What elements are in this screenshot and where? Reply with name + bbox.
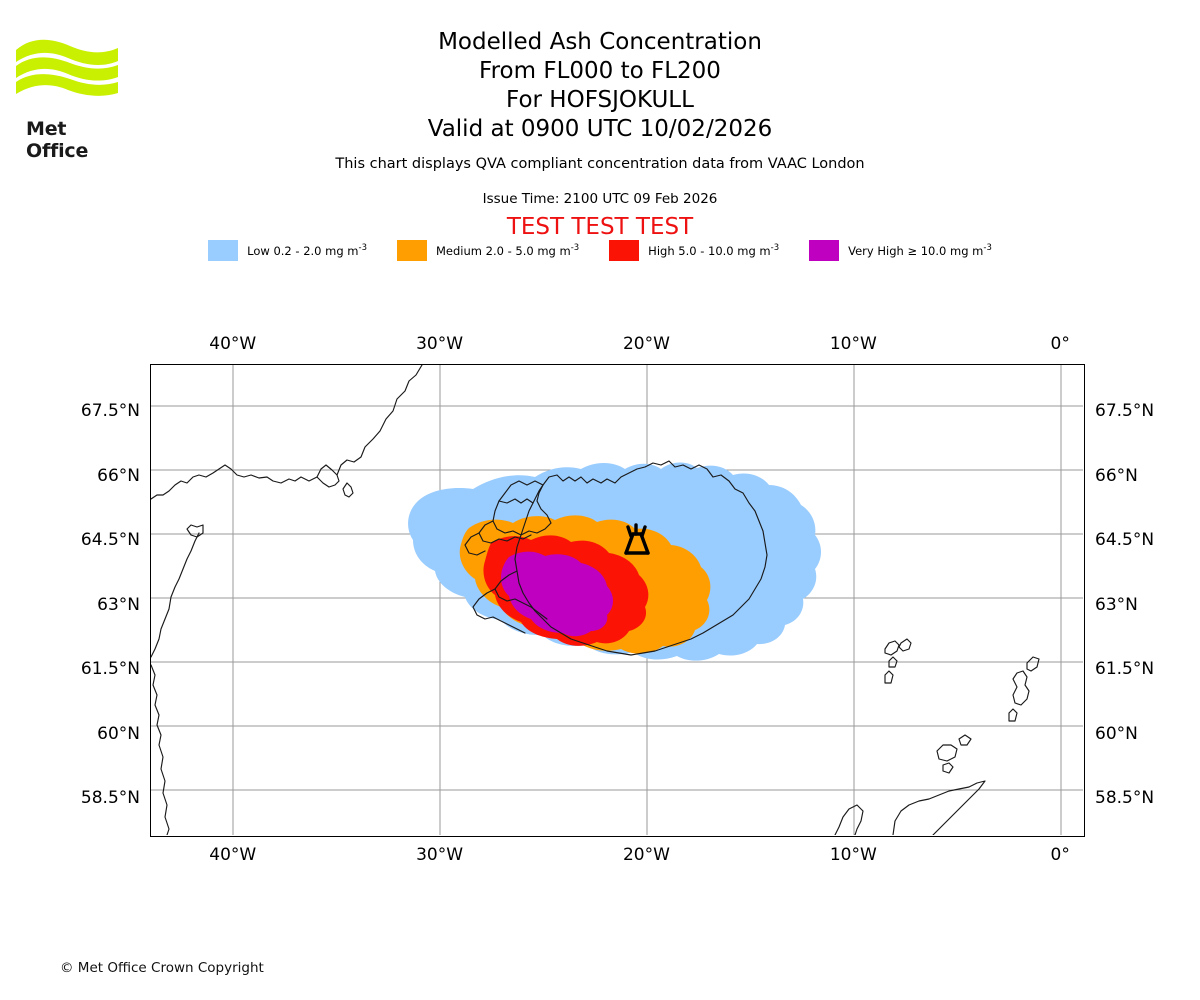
title-line-3: For HOFSJOKULL xyxy=(506,87,694,113)
legend-very-high-label: Very High ≥ 10.0 mg m-3 xyxy=(848,243,992,258)
concentration-legend: Low 0.2 - 2.0 mg m-3 Medium 2.0 - 5.0 mg … xyxy=(0,240,1200,261)
coastline-shetland-small xyxy=(1008,708,1018,722)
lat-tick-left-5: 60°N xyxy=(97,723,140,744)
coastline-greenland-lower xyxy=(151,532,200,658)
coastline-iceland-south-peninsula xyxy=(494,570,548,620)
coastline-faroe-1 xyxy=(884,640,900,656)
coastline-iceland-westfjords xyxy=(492,480,552,536)
coastline-greenland-fjord-2 xyxy=(186,524,204,538)
legend-very-high: Very High ≥ 10.0 mg m-3 xyxy=(809,240,992,261)
lat-tick-left-2: 64.5°N xyxy=(80,530,140,551)
legend-high-label: High 5.0 - 10.0 mg m-3 xyxy=(648,243,780,258)
lat-tick-right-4: 61.5°N xyxy=(1095,659,1155,680)
lat-tick-left-1: 66°N xyxy=(97,465,140,486)
lat-tick-right-3: 63°N xyxy=(1095,594,1138,615)
lat-tick-right-1: 66°N xyxy=(1095,465,1138,486)
lon-tick-top-1: 30°W xyxy=(416,334,464,354)
lat-tick-right-6: 58.5°N xyxy=(1095,788,1155,809)
legend-medium: Medium 2.0 - 5.0 mg m-3 xyxy=(396,240,580,261)
coastline-greenland-south xyxy=(151,664,170,835)
coastline-orkney xyxy=(936,744,958,762)
coastline-iceland-fjord-detail-1 xyxy=(498,498,534,504)
ash-contour-very-high xyxy=(501,551,613,637)
ash-plume-contours xyxy=(408,462,821,661)
legend-medium-label: Medium 2.0 - 5.0 mg m-3 xyxy=(435,243,580,258)
coastline-iceland-fjord-detail-2 xyxy=(478,520,532,544)
legend-low: Low 0.2 - 2.0 mg m-3 xyxy=(208,240,367,261)
title-line-4: Valid at 0900 UTC 10/02/2026 xyxy=(427,116,773,142)
title-line-1: Modelled Ash Concentration xyxy=(438,29,762,55)
test-banner: TEST TEST TEST xyxy=(506,214,694,240)
legend-very-high-swatch xyxy=(809,240,840,261)
coastline-faroe-3 xyxy=(888,656,898,668)
coastlines xyxy=(151,365,1040,835)
coastline-shetland-north xyxy=(1026,656,1040,672)
coastline-faroe-2 xyxy=(898,638,912,652)
coastline-orkney-small-2 xyxy=(942,762,954,774)
page-title: Modelled Ash Concentration From FL000 to… xyxy=(0,28,1200,144)
lon-tick-bottom-0: 40°W xyxy=(209,845,257,865)
volcano-symbol xyxy=(624,523,650,555)
lon-tick-bottom-1: 30°W xyxy=(416,845,464,865)
lat-tick-right-0: 67.5°N xyxy=(1095,401,1155,422)
ash-concentration-map[interactable] xyxy=(150,364,1085,837)
coastline-iceland-reykjanes xyxy=(472,588,526,634)
lon-tick-top-2: 20°W xyxy=(622,334,670,354)
coastline-greenland-island-1 xyxy=(342,482,354,498)
lat-tick-left-0: 67.5°N xyxy=(80,401,140,422)
lon-tick-bottom-3: 10°W xyxy=(829,845,877,865)
coastline-iceland-fjord-detail-3 xyxy=(464,532,486,556)
lat-tick-left-3: 63°N xyxy=(97,594,140,615)
lon-tick-bottom-2: 20°W xyxy=(622,845,670,865)
lon-tick-top-3: 10°W xyxy=(829,334,877,354)
lat-tick-right-5: 60°N xyxy=(1095,723,1138,744)
met-office-logo-text: Met Office xyxy=(26,118,89,162)
lat-tick-left-4: 61.5°N xyxy=(80,659,140,680)
coastline-greenland xyxy=(151,365,423,500)
coastline-scotland-west xyxy=(834,804,864,835)
legend-high-swatch xyxy=(609,240,640,261)
coastline-greenland-inlet-1 xyxy=(316,474,340,488)
coastline-faroe-4 xyxy=(884,670,894,684)
legend-high: High 5.0 - 10.0 mg m-3 xyxy=(609,240,779,261)
met-office-logo: Met Office xyxy=(14,28,124,162)
title-line-2: From FL000 to FL200 xyxy=(479,58,721,84)
lat-tick-left-6: 58.5°N xyxy=(80,788,140,809)
lon-tick-top-4: 0° xyxy=(1050,334,1070,354)
lon-tick-top-0: 40°W xyxy=(209,334,257,354)
legend-low-swatch xyxy=(208,240,239,261)
issue-time: Issue Time: 2100 UTC 09 Feb 2026 xyxy=(482,191,718,207)
lat-tick-right-2: 64.5°N xyxy=(1095,530,1155,551)
legend-low-label: Low 0.2 - 2.0 mg m-3 xyxy=(247,243,367,258)
chart-subtitle: This chart displays QVA compliant concen… xyxy=(335,156,865,172)
lon-tick-bottom-4: 0° xyxy=(1050,845,1070,865)
coastline-scotland xyxy=(892,780,986,835)
legend-medium-swatch xyxy=(396,240,427,261)
copyright-notice: © Met Office Crown Copyright xyxy=(60,960,264,976)
coastline-shetland xyxy=(1012,670,1030,706)
coastline-orkney-small-1 xyxy=(958,734,972,746)
